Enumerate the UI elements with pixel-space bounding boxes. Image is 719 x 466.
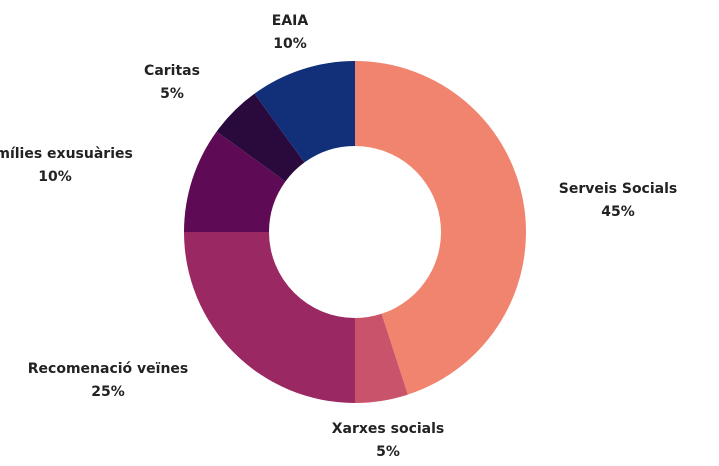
slice-label: Serveis Socials [559, 181, 678, 197]
slice [184, 232, 355, 403]
slice-value-label: 10% [38, 169, 72, 185]
slice-value-label: 5% [160, 86, 184, 102]
slice [355, 61, 527, 395]
slice [355, 313, 408, 403]
slice-label: Famílies exusuàries [0, 146, 133, 162]
slice-label: Recomenació veïnes [28, 361, 189, 377]
slice [254, 61, 355, 163]
slice [184, 131, 286, 232]
slice [216, 93, 305, 182]
slice-value-label: 45% [601, 204, 635, 220]
slice-label: Xarxes socials [332, 421, 445, 437]
slice-label: Caritas [144, 63, 200, 79]
slice-value-label: 25% [91, 384, 125, 400]
slice-value-label: 5% [376, 444, 400, 460]
slice-label: EAIA [272, 13, 309, 29]
slice-value-label: 10% [273, 36, 307, 52]
